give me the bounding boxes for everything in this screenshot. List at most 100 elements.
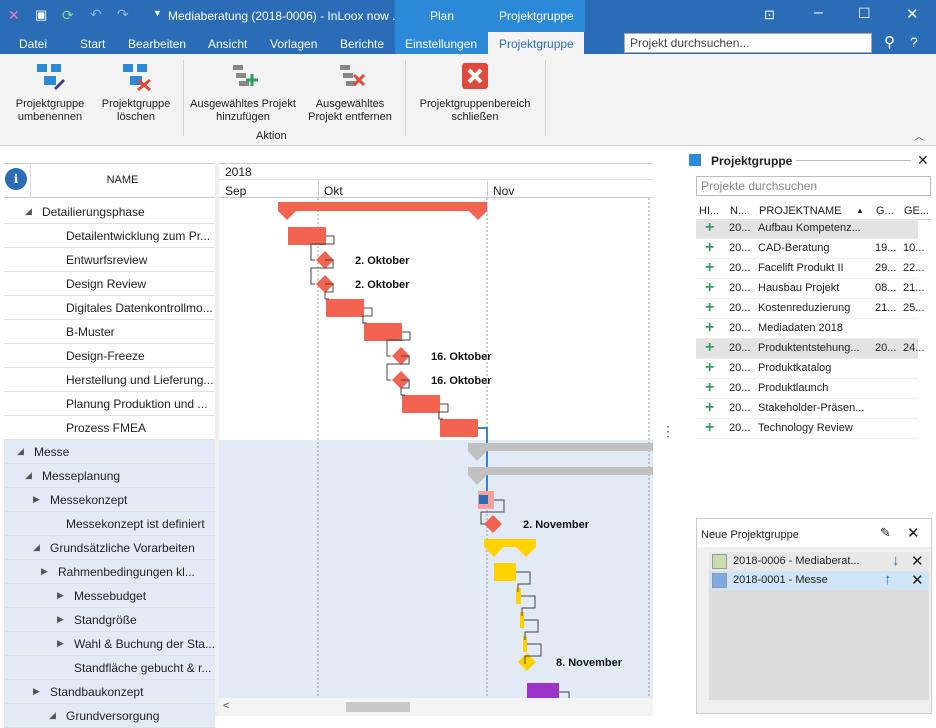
collapse-icon[interactable]: ◢ <box>17 446 24 456</box>
horizontal-scrollbar[interactable]: < <box>219 698 653 716</box>
project-row[interactable]: +20... Aufbau Kompetenz... <box>696 219 918 239</box>
collapse-icon[interactable]: ◢ <box>25 206 32 216</box>
remove-member-icon[interactable]: ✕ <box>911 572 924 589</box>
milestone[interactable] <box>518 653 536 671</box>
quick-access-dropdown-icon[interactable]: ▼ <box>153 8 162 18</box>
task-row[interactable]: Design-Freeze <box>4 344 215 368</box>
task-row[interactable]: Detailentwicklung zum Pr... <box>4 224 215 248</box>
col-hi[interactable]: HI... <box>699 205 720 217</box>
close-pane-icon[interactable]: ✕ <box>917 152 929 168</box>
task-row[interactable]: ▶ Standgröße <box>4 608 215 632</box>
expand-icon[interactable]: ▶ <box>33 686 40 696</box>
collapse-icon[interactable]: ◢ <box>25 470 32 480</box>
milestone-label[interactable]: 16. Oktober <box>431 375 492 387</box>
gantt-chart[interactable]: 2. Oktober 2. Oktober 16. Oktober 16. Oktob… <box>219 163 653 698</box>
summary-bar[interactable] <box>278 202 487 220</box>
add-icon[interactable]: + <box>705 339 715 356</box>
milestone-label[interactable]: 2. November <box>523 519 590 531</box>
move-up-icon[interactable]: ↑ <box>884 571 892 588</box>
info-icon[interactable]: i <box>5 168 27 190</box>
collapse-icon[interactable]: ◢ <box>49 710 56 720</box>
add-icon[interactable]: + <box>705 319 715 336</box>
menu-datei[interactable]: Datei <box>19 37 48 51</box>
milestone[interactable] <box>484 515 502 533</box>
project-row[interactable]: +20... Produktentstehung... 20... 24... <box>696 339 924 359</box>
close-window-button[interactable]: ✕ <box>906 6 919 23</box>
task-bar[interactable] <box>288 227 326 245</box>
task-row[interactable]: ▶ Messekonzept <box>4 488 215 512</box>
task-bar[interactable] <box>440 419 478 437</box>
add-icon[interactable]: + <box>705 419 715 436</box>
expand-icon[interactable]: ▶ <box>57 614 64 624</box>
menu-vorlagen[interactable]: Vorlagen <box>270 37 318 51</box>
project-row[interactable]: +20... Facelift Produkt II 29... 22... <box>696 259 924 279</box>
add-icon[interactable]: + <box>705 219 715 236</box>
redo-icon[interactable]: ↷ <box>117 6 129 22</box>
task-row[interactable]: Prozess FMEA <box>4 416 215 440</box>
task-row[interactable]: Design Review <box>4 272 215 296</box>
member-row[interactable]: 2018-0001 - Messe ↑ ✕ <box>709 571 929 590</box>
task-bar-progress[interactable] <box>479 495 488 504</box>
expand-icon[interactable]: ▶ <box>57 590 64 600</box>
task-row[interactable]: Planung Produktion und ... <box>4 392 215 416</box>
delete-group-button[interactable]: Projektgruppe löschen <box>96 60 176 124</box>
col-projektname[interactable]: PROJEKTNAME <box>759 205 842 217</box>
collapse-icon[interactable]: ◢ <box>33 542 40 552</box>
member-row[interactable]: 2018-0006 - Mediaberat... ↓ ✕ <box>709 552 929 571</box>
maximize-button[interactable]: ☐ <box>858 5 871 21</box>
menu-berichte[interactable]: Berichte <box>340 37 385 51</box>
save-icon[interactable]: ▣ <box>35 7 48 22</box>
summary-bar[interactable] <box>468 467 653 485</box>
task-bar[interactable] <box>364 323 402 341</box>
add-icon[interactable]: + <box>705 359 715 376</box>
expand-icon[interactable]: ▶ <box>41 566 48 576</box>
expand-icon[interactable]: ▶ <box>57 638 64 648</box>
scrollbar-thumb[interactable] <box>346 702 410 712</box>
add-icon[interactable]: + <box>705 239 715 256</box>
task-row[interactable]: Standfläche gebucht & r... <box>4 656 215 680</box>
milestone-label[interactable]: 8. November <box>556 657 623 669</box>
task-bar[interactable] <box>494 563 516 581</box>
milestone-label[interactable]: 2. Oktober <box>355 255 410 267</box>
minimize-button[interactable]: – <box>814 4 823 21</box>
add-icon[interactable]: + <box>705 399 715 416</box>
project-row[interactable]: +20... Mediadaten 2018 <box>696 319 918 339</box>
task-bar[interactable] <box>516 588 521 604</box>
expand-icon[interactable]: ▶ <box>33 494 40 504</box>
menu-einstellungen[interactable]: Einstellungen <box>405 37 478 51</box>
add-icon[interactable]: + <box>705 279 715 296</box>
summary-bar[interactable] <box>484 539 536 557</box>
milestone-label[interactable]: 16. Oktober <box>431 351 492 363</box>
task-row[interactable]: ▶ Rahmenbedingungen kl... <box>4 560 215 584</box>
task-row[interactable]: ◢ Messeplanung <box>4 464 215 488</box>
ribbon-options-icon[interactable]: ⊡ <box>764 7 775 22</box>
name-column-header[interactable]: NAME <box>106 174 139 186</box>
menu-start[interactable]: Start <box>80 37 106 51</box>
project-search-input[interactable]: Projekt durchsuchen... <box>624 33 872 53</box>
add-icon[interactable]: + <box>705 259 715 276</box>
help-icon[interactable]: ? <box>910 34 918 50</box>
task-row[interactable]: ◢ Detailierungsphase <box>4 200 215 224</box>
remove-member-icon[interactable]: ✕ <box>911 553 924 570</box>
splitter[interactable] <box>215 163 219 716</box>
summary-bar[interactable] <box>468 443 653 461</box>
delete-group-icon[interactable]: ✕ <box>907 525 920 542</box>
close-groupbar-button[interactable]: Projektgruppenbereich schließen <box>412 60 538 124</box>
task-row[interactable]: ◢ Grundsätzliche Vorarbeiten <box>4 536 215 560</box>
add-project-button[interactable]: Ausgewähltes Projekt hinzufügen <box>190 60 296 124</box>
undo-icon[interactable]: ↶ <box>90 6 102 22</box>
task-row[interactable]: ◢ Messe <box>4 440 215 464</box>
task-row[interactable]: Messekonzept ist definiert <box>4 512 215 536</box>
project-row[interactable]: +20... CAD-Beratung 19... 10... <box>696 239 924 259</box>
menu-projektgruppe[interactable]: Projektgruppe <box>499 37 574 51</box>
projects-search-input[interactable]: Projekte durchsuchen <box>696 176 931 196</box>
project-row[interactable]: +20... Produktkatalog <box>696 359 918 379</box>
edit-group-icon[interactable]: ✎ <box>880 525 891 540</box>
project-row[interactable]: +20... Kostenreduzierung 21... 25... <box>696 299 924 319</box>
milestone-label[interactable]: 2. Oktober <box>355 279 410 291</box>
task-bar[interactable] <box>520 612 524 628</box>
task-row[interactable]: Digitales Datenkontrollmo... <box>4 296 215 320</box>
add-icon[interactable]: + <box>705 379 715 396</box>
remove-project-button[interactable]: Ausgewähltes Projekt entfernen <box>300 60 400 124</box>
pane-grip-icon[interactable]: ⋮ <box>661 423 675 439</box>
